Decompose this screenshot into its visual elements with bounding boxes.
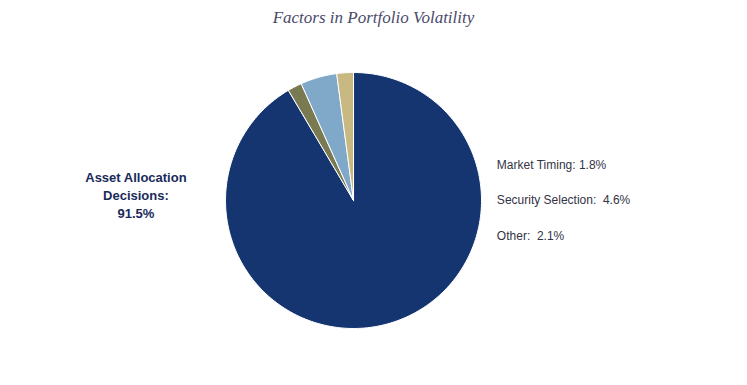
svg-text:Other: 2.1%: Other: 2.1% [497, 229, 565, 243]
svg-text:Asset AllocationDecisions:91.5: Asset AllocationDecisions:91.5% [85, 170, 186, 221]
svg-text:Security Selection: 4.6%: Security Selection: 4.6% [497, 193, 631, 207]
html-text:Factors in Portfolio Volatilit: Factors in Portfolio Volatility [272, 8, 475, 27]
svg-text:Market Timing: 1.8%: Market Timing: 1.8% [497, 158, 607, 172]
